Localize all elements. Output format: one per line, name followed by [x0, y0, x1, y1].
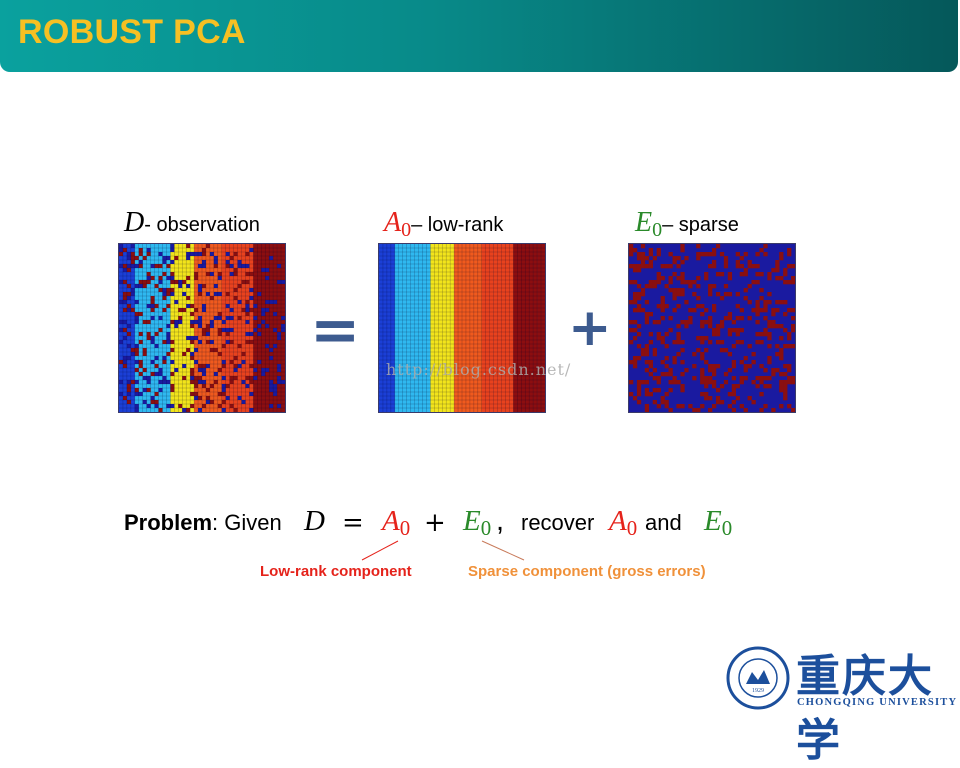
recover-a-symbol: A	[609, 505, 627, 537]
sparse-matrix	[628, 243, 796, 413]
eq-d: D	[304, 505, 325, 537]
eq-comma: ,	[496, 505, 505, 537]
sparse-text: – sparse	[662, 214, 739, 236]
eq-e-symbol: E	[463, 505, 481, 537]
a-symbol: A	[384, 207, 402, 238]
recover-e-symbol: E	[704, 505, 722, 537]
observation-matrix-image	[119, 244, 285, 412]
emblem-year: 1929	[752, 688, 764, 694]
eq-a: A0	[382, 505, 410, 541]
eq-e: E0	[463, 505, 491, 541]
title-bar: ROBUST PCA	[0, 0, 958, 72]
recover-e: E0	[704, 505, 732, 541]
recover-a: A0	[609, 505, 637, 541]
and-text: and	[645, 510, 682, 535]
e-subscript: 0	[652, 219, 663, 241]
plus-sign: +	[568, 298, 612, 358]
university-name-english: CHONGQING UNIVERSITY	[797, 697, 958, 708]
caption-connectors	[361, 540, 525, 561]
observation-label: D- observation	[124, 207, 260, 239]
recover-e-sub: 0	[721, 516, 733, 541]
a-subscript: 0	[401, 219, 412, 241]
eq-equals: =	[342, 508, 364, 538]
sparse-matrix-image	[629, 244, 795, 412]
observation-text: - observation	[144, 214, 260, 236]
d-symbol: D	[124, 207, 145, 238]
e-symbol: E	[635, 207, 653, 238]
eq-plus: +	[424, 508, 446, 538]
recover-text: recover	[521, 510, 595, 535]
low-rank-caption: Low-rank component	[260, 563, 412, 580]
recover-a-sub: 0	[626, 516, 638, 541]
low-rank-label: A0– low-rank	[384, 207, 503, 242]
eq-a-symbol: A	[382, 505, 400, 537]
low-rank-text: – low-rank	[411, 214, 504, 236]
sparse-caption: Sparse component (gross errors)	[468, 563, 706, 580]
equals-sign: =	[310, 295, 361, 365]
eq-e-sub: 0	[480, 516, 492, 541]
low-rank-connector	[361, 540, 399, 561]
slide-title: ROBUST PCA	[18, 13, 246, 51]
sparse-label: E0– sparse	[635, 207, 739, 242]
low-rank-matrix	[378, 243, 546, 413]
problem-statement: Problem: Given	[124, 510, 282, 536]
watermark: http://blog.csdn.net/	[386, 360, 572, 379]
eq-a-sub: 0	[399, 516, 411, 541]
university-emblem-icon: 1929	[726, 646, 790, 710]
low-rank-matrix-image	[379, 244, 545, 412]
sparse-connector	[481, 540, 525, 561]
observation-matrix	[118, 243, 286, 413]
problem-given: : Given	[212, 510, 282, 535]
problem-label: Problem	[124, 510, 213, 535]
